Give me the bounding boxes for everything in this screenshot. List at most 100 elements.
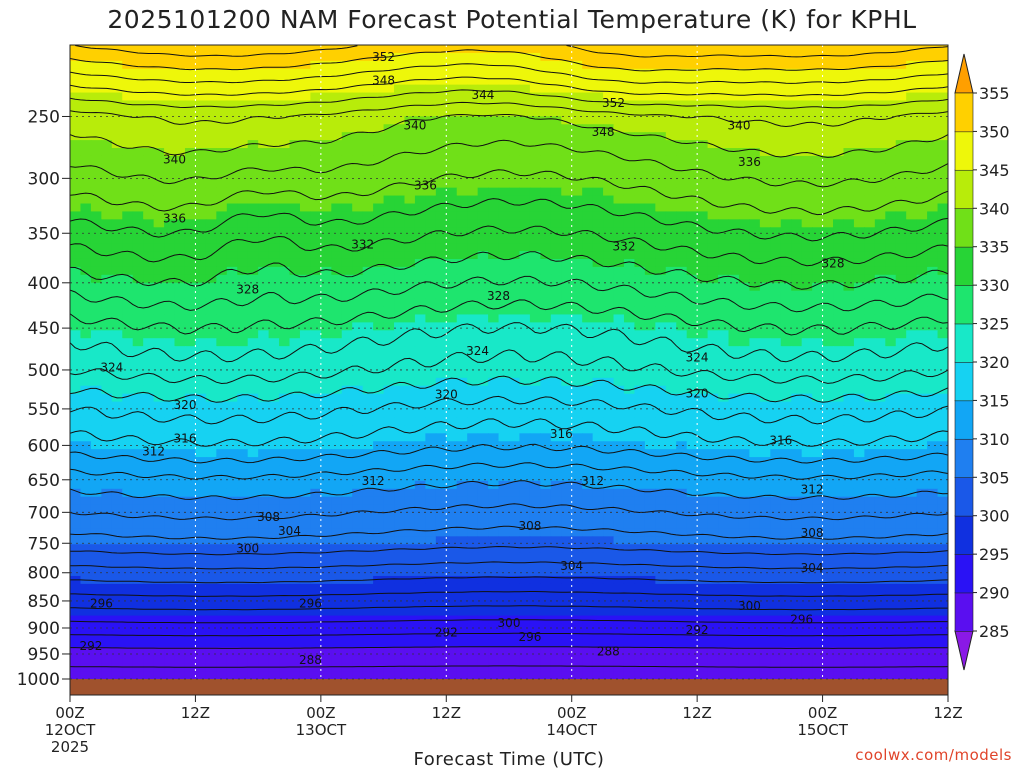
field-cell xyxy=(320,457,332,466)
field-cell xyxy=(122,124,134,133)
field-cell xyxy=(853,274,865,284)
field-cell xyxy=(634,195,646,205)
field-cell xyxy=(885,306,897,316)
field-cell xyxy=(697,227,709,236)
field-cell xyxy=(456,322,468,331)
field-cell xyxy=(446,282,458,292)
field-cell xyxy=(310,227,322,236)
field-cell xyxy=(70,187,82,197)
field-cell xyxy=(456,132,468,141)
field-cell xyxy=(279,298,291,308)
field-cell xyxy=(582,274,594,284)
field-cell xyxy=(299,155,311,165)
field-cell xyxy=(833,155,845,165)
field-cell xyxy=(477,179,489,189)
field-cell xyxy=(718,211,730,220)
field-cell xyxy=(446,108,458,117)
field-cell xyxy=(718,163,730,173)
field-cell xyxy=(435,243,447,252)
field-cell xyxy=(195,195,207,205)
field-cell xyxy=(812,338,824,347)
field-cell xyxy=(279,60,291,70)
field-cell xyxy=(373,68,385,78)
field-cell xyxy=(822,203,834,213)
field-cell xyxy=(70,60,82,70)
field-cell xyxy=(153,52,165,62)
field-cell xyxy=(184,385,197,395)
field-cell xyxy=(749,377,761,387)
field-cell xyxy=(916,155,928,165)
field-cell xyxy=(111,346,123,355)
field-cell xyxy=(279,512,291,522)
field-cell xyxy=(184,401,197,411)
field-cell xyxy=(895,354,907,363)
field-cell xyxy=(644,211,656,220)
field-cell xyxy=(80,290,92,300)
field-cell xyxy=(414,504,426,514)
field-cell xyxy=(906,92,918,102)
field-cell xyxy=(122,211,134,220)
field-cell xyxy=(143,195,155,205)
field-cell xyxy=(289,504,301,514)
field-cell xyxy=(937,227,948,236)
field-cell xyxy=(164,425,176,434)
field-cell xyxy=(153,132,165,141)
field-cell xyxy=(686,187,698,197)
field-cell xyxy=(237,417,249,426)
field-cell xyxy=(456,155,468,165)
field-cell xyxy=(874,68,886,78)
field-cell xyxy=(268,433,280,442)
field-cell xyxy=(383,163,395,173)
field-cell xyxy=(90,362,102,371)
field-cell xyxy=(477,298,489,308)
field-cell xyxy=(279,76,291,86)
field-cell xyxy=(205,362,217,371)
field-cell xyxy=(561,243,573,252)
field-cell xyxy=(686,496,698,506)
field-cell xyxy=(697,314,709,323)
field-cell xyxy=(394,155,406,165)
field-cell xyxy=(801,393,813,403)
field-cell xyxy=(676,251,688,260)
field-cell xyxy=(519,124,531,133)
field-cell xyxy=(467,68,479,78)
field-cell xyxy=(895,258,907,268)
field-cell xyxy=(644,457,656,466)
field-cell xyxy=(80,155,92,165)
field-cell xyxy=(864,219,876,228)
field-cell xyxy=(843,504,855,514)
field-cell xyxy=(927,298,939,308)
field-cell xyxy=(937,195,948,205)
field-cell xyxy=(780,124,792,133)
field-cell xyxy=(310,449,322,458)
field-cell xyxy=(843,425,855,434)
field-cell xyxy=(895,377,907,387)
field-cell xyxy=(592,171,604,181)
field-cell xyxy=(697,171,709,181)
field-cell xyxy=(676,472,688,482)
field-cell xyxy=(791,187,803,197)
field-cell xyxy=(425,68,437,78)
field-cell xyxy=(885,155,897,165)
field-cell xyxy=(509,171,521,181)
field-cell xyxy=(697,298,709,308)
field-cell xyxy=(676,258,688,268)
field-cell xyxy=(498,76,510,86)
field-cell xyxy=(843,171,855,181)
field-cell xyxy=(70,179,82,189)
field-cell xyxy=(279,401,291,411)
field-cell xyxy=(299,243,311,252)
field-cell xyxy=(550,251,562,260)
field-cell xyxy=(697,441,709,450)
field-cell xyxy=(216,211,228,220)
field-cell xyxy=(843,449,855,458)
field-cell xyxy=(435,290,447,300)
field-cell xyxy=(320,346,332,355)
field-cell xyxy=(613,306,625,316)
field-cell xyxy=(906,282,918,292)
field-cell xyxy=(467,116,479,125)
field-cell xyxy=(237,274,249,284)
field-cell xyxy=(90,132,102,141)
field-cell xyxy=(174,385,186,395)
field-cell xyxy=(759,108,771,117)
